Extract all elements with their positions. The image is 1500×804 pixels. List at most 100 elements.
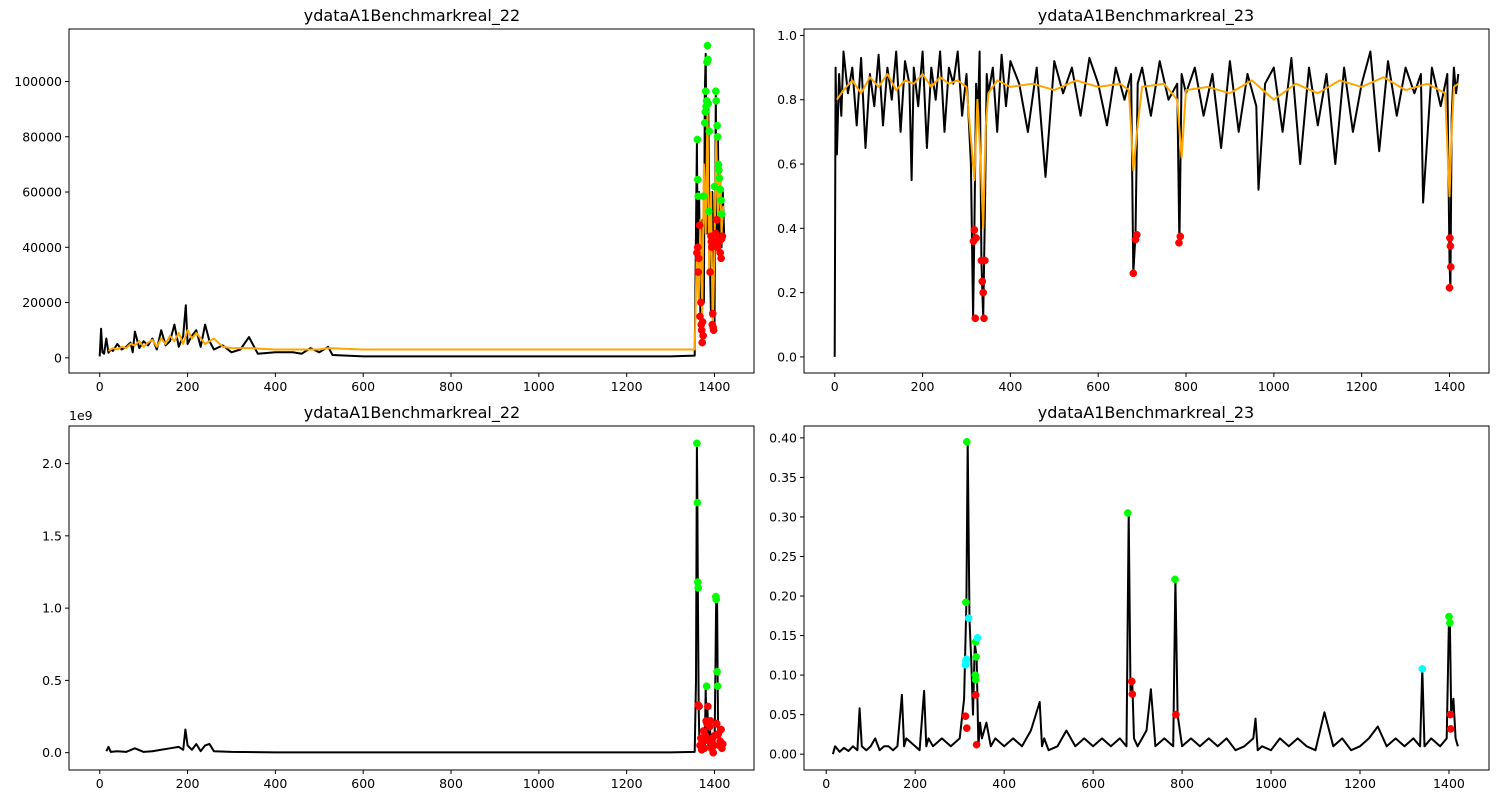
anomaly-marker	[718, 740, 727, 748]
anomaly-marker	[713, 132, 722, 141]
x-tick-label: 400	[263, 776, 287, 791]
anomaly-marker	[712, 96, 721, 105]
anomaly-marker	[1446, 263, 1455, 271]
y-tick-label: 0.15	[769, 628, 797, 643]
anomaly-marker	[1175, 238, 1183, 247]
series-line-fit	[107, 108, 725, 352]
anomaly-marker	[1128, 690, 1137, 698]
x-tick-label: 200	[176, 379, 200, 394]
x-tick-label: 1200	[611, 379, 643, 394]
axes-frame	[68, 28, 755, 374]
x-tick-label: 1400	[699, 776, 731, 791]
y-tick-label: 1.0	[777, 28, 797, 43]
subplot-bottom-left: ydataA1Benchmarkreal_22 1e9 0 200 400 600 80…	[42, 403, 755, 791]
y-tick-label: 40000	[22, 240, 62, 255]
anomaly-marker	[708, 309, 717, 318]
anomaly-marker	[1446, 619, 1454, 627]
y-tick-label: 0.40	[769, 430, 797, 445]
y-tick-label: 0.5	[42, 673, 62, 688]
anomaly-marker	[693, 498, 702, 507]
anomaly-marker	[698, 318, 707, 326]
anomaly-marker	[704, 702, 712, 711]
y-tick-label: 20000	[22, 295, 62, 310]
y-tick-label: 1.5	[42, 528, 62, 543]
anomaly-marker	[1446, 710, 1455, 719]
anomaly-marker	[972, 653, 980, 661]
anomaly-marker	[1445, 283, 1454, 292]
anomaly-marker	[699, 331, 707, 340]
anomaly-marker	[697, 298, 705, 307]
y-tick-label: 60000	[22, 185, 62, 200]
anomaly-marker	[717, 725, 725, 734]
chart-title: ydataA1Benchmarkreal_22	[304, 6, 520, 26]
axis-offset-label: 1e9	[69, 408, 93, 423]
anomaly-marker	[700, 119, 709, 127]
x-tick-label: 600	[351, 379, 375, 394]
anomaly-marker	[972, 234, 980, 242]
anomaly-marker	[1172, 710, 1180, 719]
y-tick-label: 0.30	[769, 509, 797, 524]
y-tick-label: 0	[54, 350, 62, 365]
anomaly-marker	[979, 288, 988, 297]
anomaly-marker	[709, 326, 718, 335]
x-tick-label: 400	[992, 776, 1016, 791]
y-tick-label: 0.10	[769, 668, 797, 683]
x-tick-label: 1400	[1433, 776, 1465, 791]
anomaly-marker	[712, 719, 721, 728]
y-tick-label: 2.0	[42, 456, 62, 471]
anomaly-marker	[702, 682, 711, 691]
anomaly-marker	[1446, 725, 1455, 733]
x-tick-label: 0	[831, 379, 839, 394]
x-tick-label: 800	[439, 379, 463, 394]
x-tick-label: 1400	[1434, 379, 1466, 394]
x-tick-label: 1200	[1344, 776, 1376, 791]
series-line-fit	[836, 73, 1459, 230]
anomaly-marker	[1446, 234, 1454, 242]
chart-title: ydataA1Benchmarkreal_23	[1038, 403, 1254, 423]
anomaly-marker	[701, 87, 710, 96]
x-tick-label: 200	[176, 776, 200, 791]
y-tick-label: 0.00	[769, 747, 797, 762]
anomaly-marker	[971, 675, 980, 684]
x-tick-label: 200	[903, 776, 927, 791]
series-line-raw	[831, 440, 1459, 755]
y-tick-label: 0.0	[777, 349, 797, 364]
anomaly-marker	[717, 254, 725, 263]
x-tick-label: 1000	[1255, 776, 1287, 791]
y-tick-label: 0.05	[769, 707, 797, 722]
x-tick-label: 1000	[1258, 379, 1290, 394]
x-tick-label: 1200	[1346, 379, 1378, 394]
y-tick-label: 0.8	[777, 92, 797, 107]
anomaly-marker	[693, 135, 702, 144]
x-tick-label: 200	[911, 379, 935, 394]
anomaly-marker	[981, 256, 989, 265]
x-tick-label: 1000	[523, 776, 555, 791]
anomaly-marker	[711, 87, 720, 96]
y-tick-label: 0.0	[42, 745, 62, 760]
y-tick-label: 0.4	[777, 221, 797, 236]
anomaly-marker	[717, 196, 725, 205]
anomaly-marker	[1129, 269, 1138, 278]
anomaly-marker	[703, 41, 712, 50]
axes-frame	[803, 28, 1490, 374]
anomaly-marker	[973, 634, 982, 642]
x-tick-label: 600	[351, 776, 375, 791]
anomaly-marker	[980, 314, 988, 323]
anomaly-marker	[699, 192, 708, 201]
anomaly-marker	[970, 226, 979, 234]
y-tick-label: 80000	[22, 129, 62, 144]
anomaly-marker	[693, 175, 702, 184]
anomaly-marker	[718, 232, 727, 241]
y-tick-label: 100000	[14, 74, 62, 89]
subplot-bottom-right: ydataA1Benchmarkreal_23 0 200 400 600 800 100…	[769, 403, 1490, 791]
subplot-top-left: ydataA1Benchmarkreal_22 0 200 400 600 800 100…	[14, 6, 755, 394]
x-tick-label: 1200	[611, 776, 643, 791]
anomaly-marker	[704, 55, 712, 64]
anomaly-marker	[701, 731, 710, 740]
series-line-raw	[833, 50, 1460, 357]
anomaly-marker	[698, 338, 707, 347]
anomaly-marker	[695, 221, 704, 230]
anomaly-marker	[717, 210, 726, 218]
